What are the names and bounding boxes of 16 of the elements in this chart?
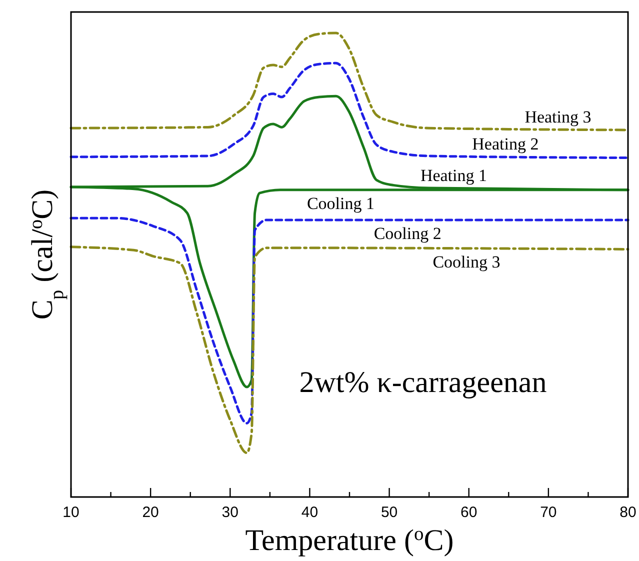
x-tick-label: 20 [142, 504, 159, 521]
series-label: Cooling 1 [306, 194, 375, 213]
series-label: Heating 1 [420, 166, 488, 186]
annotation: 2wt% κ-carrageenan [299, 366, 547, 399]
series-label: Heating 2 [472, 134, 539, 154]
series-label: Cooling 3 [432, 252, 500, 272]
x-tick-label: 80 [620, 504, 636, 521]
series-label: Heating 3 [524, 107, 592, 126]
series-label: Cooling 2 [374, 224, 442, 243]
x-tick-label: 30 [222, 504, 238, 521]
x-axis-title: Temperature ($^{o}$C) [245, 524, 454, 557]
x-tick-label: 70 [540, 504, 557, 521]
x-tick-label: 10 [62, 504, 80, 521]
x-tick-label: 40 [301, 504, 318, 521]
x-tick-label: 60 [460, 504, 478, 521]
x-tick-label: 50 [380, 504, 398, 521]
